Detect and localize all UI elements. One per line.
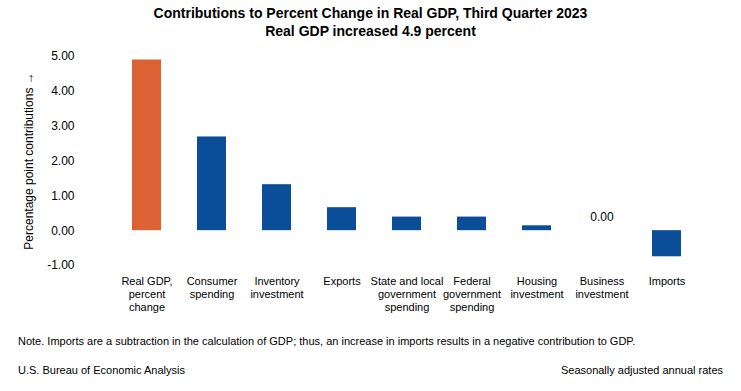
svg-text:0.00: 0.00: [51, 224, 75, 238]
svg-text:-1.00: -1.00: [47, 258, 75, 272]
svg-text:Exports: Exports: [323, 275, 361, 287]
svg-text:1.00: 1.00: [51, 189, 75, 203]
svg-text:0.00: 0.00: [590, 210, 614, 224]
svg-text:Inventoryinvestment: Inventoryinvestment: [250, 275, 303, 300]
svg-text:Housinginvestment: Housinginvestment: [510, 275, 563, 300]
svg-text:Businessinvestment: Businessinvestment: [575, 275, 628, 300]
html-text:Real GDP increased 4.9 percent: Real GDP increased 4.9 percent: [265, 23, 476, 39]
html-text:Contributions to Percent Chang: Contributions to Percent Change in Real …: [153, 5, 588, 21]
svg-text:Real GDP,percentchange: Real GDP,percentchange: [121, 275, 172, 313]
svg-text:5.00: 5.00: [51, 49, 75, 63]
html-text:Seasonally adjusted annual rat: Seasonally adjusted annual rates: [560, 364, 723, 376]
svg-text:4.00: 4.00: [51, 84, 75, 98]
svg-text:Percentage point contributions: Percentage point contributions →: [22, 72, 36, 249]
html-text:U.S. Bureau of Economic Analys: U.S. Bureau of Economic Analysis: [18, 364, 185, 376]
svg-text:Imports: Imports: [649, 275, 686, 287]
svg-text:Consumerspending: Consumerspending: [187, 275, 238, 300]
svg-text:State and localgovernmentspend: State and localgovernmentspending: [371, 275, 444, 313]
svg-text:3.00: 3.00: [51, 119, 75, 133]
html-text:Note. Imports are a subtractio: Note. Imports are a subtraction in the c…: [18, 335, 636, 347]
svg-text:2.00: 2.00: [51, 154, 75, 168]
svg-text:Federalgovernmentspending: Federalgovernmentspending: [443, 275, 501, 313]
